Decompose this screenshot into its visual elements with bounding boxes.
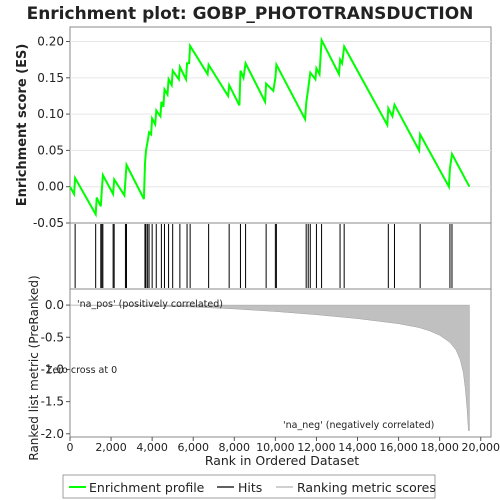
metric-panel: 0.0 -0.5 -1.0 -1.5 -2.0 'na_pos' (positively…	[27, 275, 492, 461]
neg-label: 'na_neg' (negatively correlated)	[283, 420, 434, 431]
x-tick-label: 10,000	[256, 441, 295, 454]
x-tick-label: 12,000	[297, 441, 336, 454]
es-y-tick-label: -0.05	[33, 216, 64, 230]
metric-y-tick-label: 0.0	[45, 298, 64, 312]
metric-y-ticks: 0.0 -0.5 -1.0 -1.5 -2.0	[41, 298, 70, 441]
pos-label: 'na_pos' (positively correlated)	[77, 299, 223, 310]
legend-label-metric: Ranking metric scores	[297, 480, 436, 495]
es-plot-frame	[69, 26, 492, 224]
x-tick-label: 14,000	[338, 441, 377, 454]
x-tick-label: 16,000	[379, 441, 418, 454]
hit-lines	[74, 224, 453, 288]
es-y-ticks: -0.05 0.00 0.05 0.10 0.15 0.20	[33, 35, 70, 230]
hits-frame	[69, 222, 492, 290]
es-y-tick-label: 0.00	[37, 180, 64, 194]
metric-y-tick-label: -1.0	[41, 362, 64, 376]
es-y-axis-label: Enrichment score (ES)	[15, 44, 30, 207]
metric-y-axis-label: Ranked list metric (PreRanked)	[27, 275, 41, 460]
es-y-tick-label: 0.15	[37, 71, 64, 85]
x-axis-ticks: 0 2,000 4,000 6,000 8,000 10,000 12,000 14,000 1…	[67, 437, 500, 454]
x-tick-label: 2,000	[95, 441, 127, 454]
x-tick-label: 6,000	[177, 441, 209, 454]
legend: Enrichment profile Hits Ranking metric s…	[62, 474, 436, 499]
x-tick-label: 4,000	[136, 441, 168, 454]
es-panel: -0.05 0.00 0.05 0.10 0.15 0.20 Enrichment sco…	[15, 26, 492, 230]
metric-y-tick-label: -1.5	[41, 395, 64, 409]
legend-label-enrichment: Enrichment profile	[89, 480, 205, 495]
metric-y-tick-label: -2.0	[41, 427, 64, 441]
es-y-tick-label: 0.05	[37, 143, 64, 157]
es-y-tick-label: 0.20	[37, 35, 64, 49]
hits-panel	[69, 222, 492, 290]
x-tick-label: 8,000	[219, 441, 251, 454]
legend-box	[62, 474, 436, 499]
es-y-tick-label: 0.10	[37, 107, 64, 121]
legend-label-hits: Hits	[238, 480, 262, 495]
zero-cross-label: Zero cross at 0	[46, 365, 117, 376]
x-axis-label: Rank in Ordered Dataset	[205, 453, 359, 468]
metric-area	[69, 304, 470, 431]
x-tick-label: 20,000	[461, 441, 500, 454]
x-tick-label: 18,000	[420, 441, 459, 454]
chart-title: Enrichment plot: GOBP_PHOTOTRANSDUCTION	[27, 4, 474, 24]
es-line	[69, 36, 471, 218]
metric-y-tick-label: -0.5	[41, 330, 64, 344]
x-tick-label: 0	[67, 441, 74, 454]
